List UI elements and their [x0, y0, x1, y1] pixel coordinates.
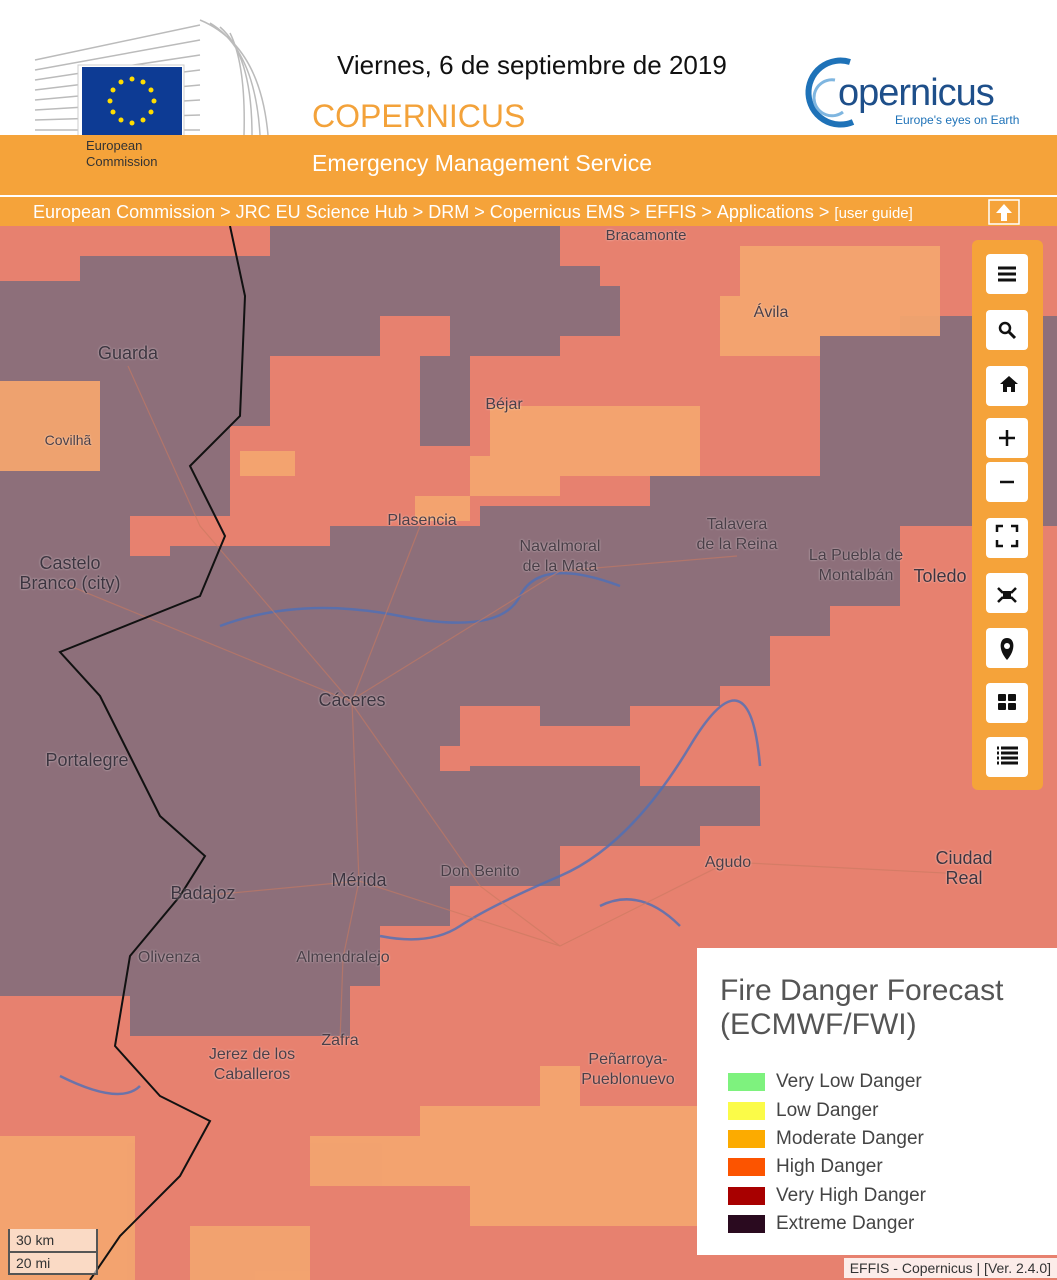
place-label: Toledo — [913, 566, 967, 586]
legend-item: Very High Danger — [728, 1182, 926, 1210]
place-label: Peñarroya- Pueblonuevo — [581, 1051, 675, 1088]
place-label: Ávila — [753, 304, 789, 321]
fullscreen-button[interactable] — [986, 518, 1028, 558]
program-title: COPERNICUS — [312, 98, 526, 134]
place-label: La Puebla de Montalbán — [808, 547, 904, 584]
legend-label: Very High Danger — [776, 1184, 926, 1206]
legend-items: Very Low Danger Low Danger Moderate Danger… — [728, 1068, 926, 1238]
place-label: Castelo Branco (city) — [19, 553, 121, 593]
legend-swatch — [728, 1186, 765, 1205]
breadcrumb: European Commission > JRC EU Science Hub > D… — [33, 202, 918, 223]
breadcrumb-separator: > — [818, 202, 830, 222]
legend-swatch — [728, 1073, 765, 1092]
legend-swatch — [728, 1215, 765, 1234]
place-label: Almendralejo — [296, 949, 390, 966]
legend-swatch — [728, 1101, 765, 1120]
breadcrumb-link[interactable]: JRC EU Science Hub — [235, 202, 408, 222]
legend-item: Very Low Danger — [728, 1068, 926, 1096]
place-label: Béjar — [485, 396, 523, 413]
place-label: Don Benito — [440, 863, 520, 880]
legend-button[interactable] — [986, 737, 1028, 777]
place-label: Cáceres — [318, 690, 386, 710]
place-label: Guarda — [97, 343, 159, 363]
breadcrumb-bar — [0, 197, 1057, 226]
layers-button[interactable] — [986, 683, 1028, 723]
breadcrumb-link[interactable]: Copernicus EMS — [489, 202, 625, 222]
breadcrumb-link[interactable]: Applications — [716, 202, 814, 222]
scale-km: 30 km — [10, 1229, 96, 1253]
scale-mi: 20 mi — [16, 1255, 51, 1271]
place-label: Bracamonte — [605, 227, 687, 244]
place-label: Talavera de la Reina — [696, 516, 778, 553]
breadcrumb-link[interactable]: DRM — [428, 202, 470, 222]
place-label: Ciudad Real — [935, 848, 993, 888]
legend-item: Moderate Danger — [728, 1125, 926, 1153]
attribution: EFFIS - Copernicus | [Ver. 2.4.0] — [843, 1258, 1057, 1278]
place-label: Plasencia — [387, 512, 457, 529]
breadcrumb-separator: > — [474, 202, 485, 222]
breadcrumb-link[interactable]: EFFIS — [645, 202, 697, 222]
copernicus-tagline: Europe's eyes on Earth — [895, 113, 1020, 127]
zoom-in-button[interactable] — [986, 418, 1028, 458]
search-button[interactable] — [986, 310, 1028, 350]
ec-logo-text: European Commission — [86, 138, 158, 169]
locate-button[interactable] — [986, 628, 1028, 668]
legend-item: Extreme Danger — [728, 1210, 926, 1238]
legend-swatch — [728, 1129, 765, 1148]
menu-button[interactable] — [986, 254, 1028, 294]
scroll-top-button[interactable] — [988, 199, 1020, 225]
breadcrumb-link[interactable]: European Commission — [33, 202, 216, 222]
place-label: Mérida — [331, 870, 387, 890]
copernicus-logo — [805, 57, 855, 128]
breadcrumb-separator: > — [701, 202, 712, 222]
scale-bar: 30 km 20 mi — [8, 1229, 98, 1275]
place-label: Olivenza — [137, 949, 201, 966]
legend-label: Very Low Danger — [776, 1071, 922, 1093]
user-guide-link[interactable]: [user guide] — [834, 205, 913, 222]
legend-label: High Danger — [776, 1156, 883, 1178]
legend-item: Low Danger — [728, 1096, 926, 1124]
place-label: Jerez de los Caballeros — [208, 1046, 296, 1083]
copernicus-wordmark: opernicus — [838, 72, 995, 114]
place-label: Covilhã — [44, 432, 92, 448]
fit-extent-button[interactable] — [986, 573, 1028, 613]
breadcrumb-separator: > — [412, 202, 424, 222]
service-band — [0, 135, 1057, 195]
place-label: Badajoz — [170, 883, 236, 903]
service-title: Emergency Management Service — [312, 150, 653, 176]
breadcrumb-separator: > — [629, 202, 641, 222]
place-label: Zafra — [321, 1032, 359, 1049]
legend-title: Fire Danger Forecast (ECMWF/FWI) — [720, 974, 1004, 1041]
zoom-out-button[interactable] — [986, 462, 1028, 502]
place-label: Navalmoral de la Mata — [519, 538, 601, 575]
legend-label: Moderate Danger — [776, 1127, 924, 1149]
home-button[interactable] — [986, 366, 1028, 406]
place-label: Agudo — [704, 854, 752, 871]
legend-label: Low Danger — [776, 1099, 879, 1121]
legend: Fire Danger Forecast (ECMWF/FWI) Very Lo… — [697, 948, 1057, 1255]
legend-label: Extreme Danger — [776, 1213, 915, 1235]
legend-item: High Danger — [728, 1153, 926, 1181]
place-label: Portalegre — [45, 750, 129, 770]
legend-swatch — [728, 1158, 765, 1177]
breadcrumb-separator: > — [220, 202, 231, 222]
date: Viernes, 6 de septiembre de 2019 — [337, 50, 727, 80]
